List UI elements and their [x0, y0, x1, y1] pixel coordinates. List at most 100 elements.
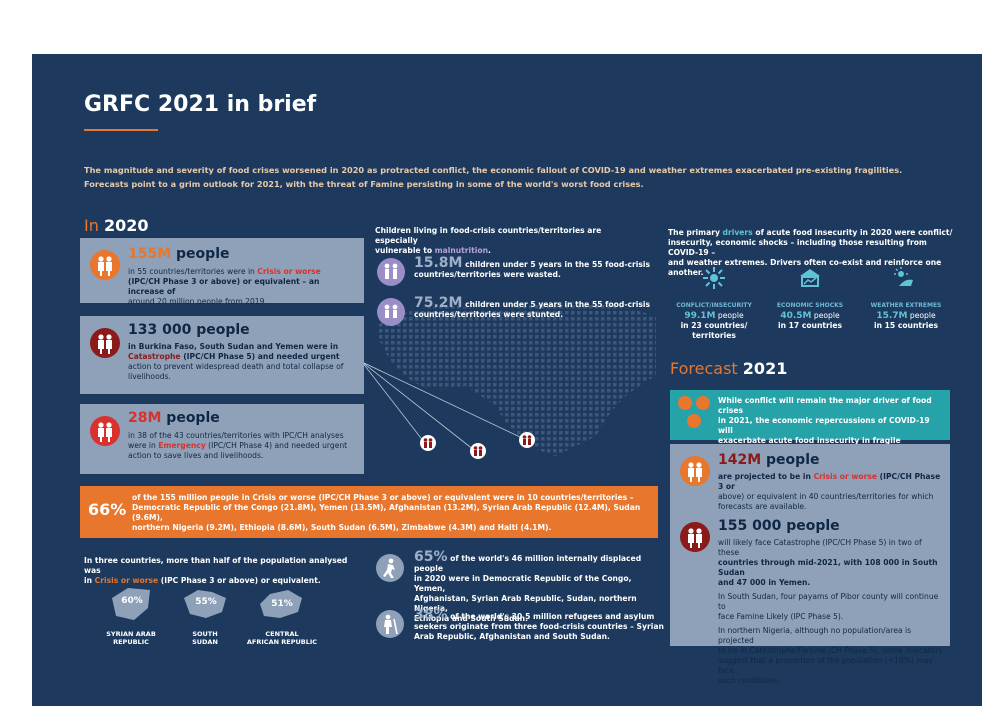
south-sudan-label-1: SOUTH — [192, 630, 218, 638]
driver-economic-icon — [798, 266, 822, 294]
card-155m-line-2: (IPC/CH Phase 3 or above) or equivalent … — [128, 277, 320, 296]
driver-conflict-line-2: in 23 countries/ — [680, 321, 748, 330]
children-wasted-end: . — [557, 270, 561, 279]
people-icon — [680, 522, 710, 552]
section-year: 2020 — [103, 216, 149, 235]
card-28m-keyword: Emergency — [158, 441, 206, 450]
driver-economic-number: 40.5M — [780, 311, 812, 321]
card-133000-line-2: (IPC/CH Phase 5) and needed urgent — [180, 352, 340, 361]
forecast-155000-line-2: countries through mid-2021, with 108 000… — [718, 558, 938, 577]
car-label: CENTRAL AFRICAN REPUBLIC — [244, 630, 320, 646]
card-28m-line-2b: (IPC/CH Phase 4) and needed urgent — [205, 441, 348, 450]
card-28m-title: 28M people — [128, 410, 220, 426]
forecast-155000-line-7: to be in Catastrophe/Famine (CH Phase 5)… — [718, 646, 943, 655]
displaced-line-2: in 2020 were in Democratic Republic of t… — [414, 574, 632, 593]
forecast-155000-line-9: such conditions. — [718, 676, 780, 685]
section-prefix: In — [84, 216, 99, 235]
card-28m-line-2a: were in — [128, 441, 159, 450]
section-heading-2020: In 2020 — [84, 216, 148, 235]
drivers-line-2: insecurity, economic shocks – including … — [668, 238, 927, 257]
card-133000-title: 133 000 people — [128, 322, 250, 338]
syria-label: SYRIAN ARAB REPUBLIC — [96, 630, 166, 646]
card-28m-text: in 38 of the 43 countries/territories wi… — [128, 431, 358, 461]
drivers-line-3: and weather extremes. Drivers often co-e… — [668, 258, 942, 277]
forecast-142m-line-1a: are projected to be in — [718, 472, 814, 481]
page-title: GRFC 2021 in brief — [84, 92, 317, 117]
banner-line-1: of the 155 million people in Crisis or w… — [132, 493, 634, 502]
driver-economic: ECONOMIC SHOCKS 40.5M people in 17 count… — [758, 302, 862, 331]
car-map-shape: 51% — [258, 586, 304, 630]
card-155m-people: 155M people in 55 countries/territories … — [80, 238, 364, 306]
forecast-155000-line-6: In northern Nigeria, although no populat… — [718, 626, 912, 645]
refugees-stat: 38% of the world's 30.5 million refugees… — [414, 607, 664, 642]
card-133000-line-1: in Burkina Faso, South Sudan and Yemen w… — [128, 342, 339, 351]
three-countries-line-2a: in — [84, 576, 95, 585]
forecast-142m-title: 142M people — [718, 452, 819, 468]
forecast-155000-line-8: suggest that a proportion of the populat… — [718, 656, 933, 675]
three-countries-line-2b: (IPC Phase 3 or above) or equivalent. — [158, 576, 321, 585]
people-icon — [90, 416, 120, 446]
driver-weather-icon — [893, 266, 917, 294]
banner-66-percent: 66% of the 155 million people in Crisis … — [80, 486, 658, 538]
card-133000-keyword: Catastrophe — [128, 352, 181, 361]
syria-label-2: REPUBLIC — [113, 638, 149, 646]
refugee-icon — [376, 610, 404, 638]
card-155m-text: in 55 countries/territories were in Cris… — [128, 267, 358, 307]
forecast-142m-line-3: forecasts are available. — [718, 502, 807, 511]
driver-conflict-number: 99.1M — [684, 311, 716, 321]
banner-text: of the 155 million people in Crisis or w… — [132, 493, 656, 533]
world-map-dots — [376, 301, 656, 456]
syria-label-1: SYRIAN ARAB — [106, 630, 156, 638]
forecast-142m-unit: people — [766, 452, 820, 468]
people-icon — [90, 250, 120, 280]
car-label-1: CENTRAL — [265, 630, 299, 638]
card-28m-unit: people — [166, 410, 220, 426]
forecast-economic-icon — [696, 396, 710, 410]
card-155m-line-1a: in 55 countries/territories were in — [128, 267, 258, 276]
driver-weather-line-2: in 15 countries — [873, 321, 939, 330]
forecast-weather-icon — [687, 414, 701, 428]
syria-map-shape: 60% — [108, 584, 154, 628]
map-marker-burkina-faso — [420, 435, 436, 451]
forecast-155000-title: 155 000 people — [718, 518, 840, 534]
infographic-poster: GRFC 2021 in brief The magnitude and sev… — [32, 54, 982, 706]
displaced-line-1: of the world's 46 million internally dis… — [414, 554, 642, 573]
children-wasted-stat: 15.8M children under 5 years in the 55 f… — [414, 256, 654, 280]
children-wasted-line-1: children under 5 years in the 55 food-cr… — [462, 260, 650, 269]
card-28m-number: 28M — [128, 410, 162, 426]
refugees-percent: 38% — [414, 607, 448, 623]
forecast-142m-number: 142M — [718, 452, 762, 468]
forecast-teal-line-1: While conflict will remain the major dri… — [718, 396, 932, 415]
forecast-teal-line-2: in 2021, the economic repercussions of C… — [718, 416, 930, 435]
card-133000-line-3: action to prevent widespread death and t… — [128, 362, 344, 371]
driver-conflict: CONFLICT/INSECURITY 99.1M people in 23 c… — [662, 302, 766, 341]
children-icon-wasted — [377, 258, 405, 286]
map-marker-yemen — [519, 432, 535, 448]
card-28m-line-3: action to save lives and livelihoods. — [128, 451, 264, 460]
card-28m-people: 28M people in 38 of the 43 countries/ter… — [80, 404, 364, 474]
driver-conflict-line-3: territories — [692, 331, 736, 340]
drivers-keyword: drivers — [722, 228, 753, 237]
south-sudan-percent: 55% — [195, 597, 217, 607]
refugees-line-1: of the world's 30.5 million refugees and… — [447, 612, 655, 621]
car-label-2: AFRICAN REPUBLIC — [246, 638, 318, 646]
refugees-line-3: Arab Republic, Afghanistan and South Sud… — [414, 632, 610, 641]
banner-percent: 66% — [88, 500, 127, 519]
children-heading-line-1: Children living in food-crisis countries… — [375, 226, 602, 245]
driver-conflict-icon — [702, 266, 726, 294]
displaced-percent: 65% — [414, 549, 448, 565]
intro-line-2: Forecasts point to a grim outlook for 20… — [84, 179, 644, 189]
card-155m-number: 155M — [128, 246, 172, 262]
forecast-142m-text: are projected to be in Crisis or worse (… — [718, 472, 944, 512]
forecast-prefix: Forecast — [670, 359, 738, 378]
card-133000-line-4: livelihoods. — [128, 372, 171, 381]
card-28m-line-1: in 38 of the 43 countries/territories wi… — [128, 431, 344, 440]
forecast-card: 142M people are projected to be in Crisi… — [670, 444, 950, 685]
card-155m-title: 155M people — [128, 246, 229, 262]
forecast-142m-line-1b: (IPC/CH Phase 3 or — [718, 472, 941, 491]
drivers-line-1a: The primary — [668, 228, 723, 237]
drivers-intro: The primary drivers of acute food insecu… — [668, 228, 958, 278]
displaced-line-3: Afghanistan, Syrian Arab Republic, Sudan… — [414, 594, 637, 613]
card-155m-unit: people — [176, 246, 230, 262]
